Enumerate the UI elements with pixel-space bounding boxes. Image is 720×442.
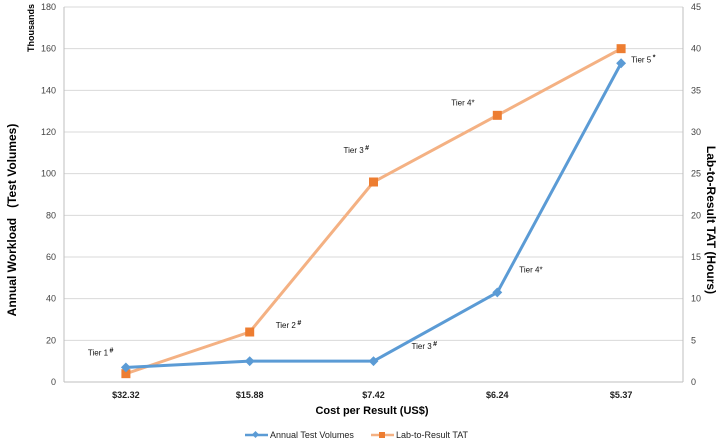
data-point-diamond [492, 287, 503, 298]
series-line-lab-to-result-tat [125, 47, 622, 376]
y-tick-label: 100 [41, 169, 56, 179]
data-point-square [245, 327, 255, 337]
tier-annotation: Tier 4* [519, 265, 542, 274]
data-point-square [616, 44, 626, 54]
y-tick-label: 80 [46, 210, 56, 220]
y-tick-label: 160 [41, 44, 56, 54]
y-tick-label: 120 [41, 127, 56, 137]
y2-axis-title: Lab-to-Result TAT (Hours) [704, 146, 718, 294]
x-tick-label: $7.42 [362, 390, 385, 400]
y2-tick-label: 5 [691, 335, 696, 345]
legend: Annual Test Volumes Lab-to-Result TAT [245, 430, 469, 440]
y-tick-label: 140 [41, 85, 56, 95]
tier-annotation-mark: # [110, 347, 114, 354]
data-point-diamond [616, 58, 627, 69]
y2-tick-label: 0 [691, 377, 696, 387]
legend-item-lab-to-result-tat: Lab-to-Result TAT [371, 430, 469, 440]
y-axis-title: Annual Workload (Test Volumes) [5, 124, 19, 317]
right-axis-ticks: 0 5 10 15 20 25 30 35 40 45 [691, 2, 701, 387]
y2-tick-label: 20 [691, 210, 701, 220]
tier-annotation-mark: * [653, 55, 656, 62]
tier-annotation: Tier 1 [88, 348, 109, 357]
y2-tick-label: 15 [691, 252, 701, 262]
tier-annotation: Tier 3 [344, 146, 365, 155]
data-point-diamond [244, 356, 255, 367]
legend-label: Annual Test Volumes [270, 430, 354, 440]
tier-annotation: Tier 2 [276, 321, 297, 330]
left-axis-ticks: 0 20 40 60 80 100 120 140 160 180 [41, 2, 56, 387]
series-markers [120, 44, 627, 379]
tier-annotation: Tier 5 [631, 56, 652, 65]
x-axis-title: Cost per Result (US$) [315, 405, 428, 417]
legend-label: Lab-to-Result TAT [396, 430, 469, 440]
x-tick-label: $6.24 [486, 390, 509, 400]
y-tick-label: 60 [46, 252, 56, 262]
tier-annotation-mark: # [365, 145, 369, 152]
data-point-square [492, 110, 502, 120]
y2-tick-label: 45 [691, 2, 701, 12]
y2-tick-label: 40 [691, 44, 701, 54]
y2-tick-label: 25 [691, 169, 701, 179]
legend-item-annual-test-volumes: Annual Test Volumes [245, 430, 354, 440]
data-point-diamond [368, 356, 379, 367]
annotations: Tier 1 #Tier 2 #Tier 3 #Tier 4*Tier 5 *Tier … [88, 55, 656, 358]
x-tick-label: $32.32 [112, 390, 140, 400]
y-tick-label: 40 [46, 294, 56, 304]
grid [63, 6, 684, 383]
tier-annotation-mark: # [297, 320, 301, 327]
legend-swatch-marker [251, 430, 260, 439]
series-lines [125, 47, 623, 376]
legend-swatch-marker [379, 432, 385, 438]
x-tick-label: $15.88 [236, 390, 264, 400]
data-point-square [369, 177, 378, 187]
y-tick-label: 0 [51, 377, 56, 387]
x-tick-label: $5.37 [610, 390, 633, 400]
y2-tick-label: 10 [691, 294, 701, 304]
tier-annotation: Tier 4* [451, 98, 474, 107]
y2-tick-label: 30 [691, 127, 701, 137]
y-tick-label: 180 [41, 2, 56, 12]
left-axis-units: Thousands [26, 4, 36, 52]
y-tick-label: 20 [46, 335, 56, 345]
tier-annotation-mark: # [433, 341, 437, 348]
y2-tick-label: 35 [691, 85, 701, 95]
x-axis-ticks: $32.32 $15.88 $7.42 $6.24 $5.37 [112, 390, 632, 400]
data-point-square [121, 369, 131, 379]
tier-annotation: Tier 3 [412, 342, 433, 351]
